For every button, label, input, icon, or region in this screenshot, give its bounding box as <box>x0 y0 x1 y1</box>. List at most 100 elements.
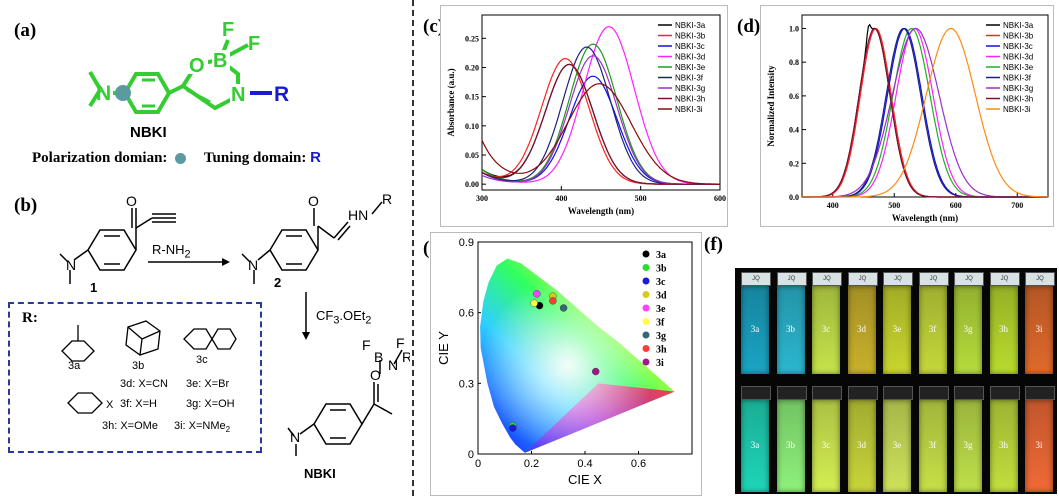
legend-swatch <box>642 264 650 271</box>
legend-label-3b: 3b <box>656 264 667 275</box>
legend-label-nbki-3b: NBKI-3b <box>1003 32 1034 41</box>
cuvette-cap <box>918 386 949 400</box>
emission-chart: 400 500 600 700 0.0 0.2 0.4 0.6 0.8 1.0 Wavelength… <box>766 14 1049 223</box>
legend-label-nbki-3b: NBKI-3b <box>675 32 706 41</box>
cuvette-3h: 3h <box>989 400 1018 492</box>
x-tick-label: 0.6 <box>631 458 646 470</box>
nbki-product-label: NBKI <box>304 466 336 481</box>
y-tick-label: 0.4 <box>789 126 799 135</box>
svg-text:B: B <box>374 349 383 365</box>
cuvette-3d: 3d <box>847 286 876 374</box>
cuvette-cap: JQ <box>776 272 807 286</box>
x-tick-label: 0.2 <box>524 458 539 470</box>
legend-label-3a: 3a <box>656 250 666 261</box>
reagent-bf3: CF3.OEt2 <box>316 308 372 327</box>
cie-point-3f <box>530 299 538 307</box>
cuvette-cap: JQ <box>989 272 1020 286</box>
legend-swatch <box>642 291 650 298</box>
svg-text:O: O <box>308 193 319 209</box>
legend-label-3d: 3d <box>656 291 667 302</box>
svg-text:X: X <box>106 399 114 411</box>
nbki-label: NBKI <box>130 124 167 141</box>
cie-point-3c <box>509 424 517 432</box>
cuvette-3c: 3c <box>812 400 840 492</box>
plot-area <box>801 14 1049 198</box>
legend-label-nbki-3d: NBKI-3d <box>675 53 705 62</box>
svg-text:F: F <box>362 337 371 353</box>
svg-text:HN: HN <box>348 207 368 223</box>
cuvette-3f: 3f <box>918 400 947 492</box>
cie-point-3h <box>549 297 557 305</box>
cuvette-3g: 3g <box>954 400 982 492</box>
svg-text:R: R <box>382 192 392 207</box>
cuvette-cap <box>812 386 842 400</box>
svg-text:3c: 3c <box>196 354 208 366</box>
panel-label-c: (c) <box>423 16 445 37</box>
y-tick-label: 0.6 <box>789 92 799 101</box>
x-tick-label: 0 <box>475 458 481 470</box>
y-tick-label: 0.0 <box>789 193 799 202</box>
cuvette-row-daylight: JQ 3a JQ 3b JQ 3c JQ 3d JQ 3e JQ 3f JQ 3g JQ 3h JQ 3i <box>735 272 1057 382</box>
cie-white-center <box>480 258 675 453</box>
absorbance-chart: 300 400 500 600 0.00 0.05 0.10 0.15 0.20 0.25 Wave… <box>446 14 726 216</box>
cie-point-3g <box>559 304 568 312</box>
x-tick-label: 600 <box>950 201 962 210</box>
legend-label-nbki-3d: NBKI-3d <box>1003 53 1033 62</box>
x-axis-label: CIE X <box>568 472 602 487</box>
cuvette-cap: JQ <box>812 272 842 286</box>
y-tick-label: 0 <box>468 449 474 461</box>
legend-label-nbki-3a: NBKI-3a <box>675 21 706 30</box>
cuvette-3f: 3f <box>918 286 947 374</box>
svg-text:3b: 3b <box>132 360 144 372</box>
cuvette-label: 3a <box>750 440 760 450</box>
cuvette-3i: 3i <box>1025 400 1053 492</box>
y-axis-label: Absorbance (a.u.) <box>446 68 456 136</box>
cie-point-3i <box>591 367 600 376</box>
svg-text:F: F <box>248 33 260 55</box>
reagent-amine: R-NH2 <box>152 242 191 261</box>
cuvette-3d: 3d <box>847 400 876 492</box>
series-line-nbki-3i <box>481 83 720 185</box>
legend-label-nbki-3g: NBKI-3g <box>675 84 705 93</box>
cuvette-row-uv: 3a 3b 3c 3d 3e 3f 3g 3h 3i <box>735 386 1057 492</box>
legend-label-nbki-3a: NBKI-3a <box>1003 21 1034 30</box>
synthesis-scheme: N O N O HN R N O B F F N R <box>59 192 410 456</box>
legend-label-nbki-3c: NBKI-3c <box>1003 42 1033 51</box>
legend-label-nbki-3h: NBKI-3h <box>1003 95 1033 104</box>
polarization-dot <box>115 85 131 101</box>
svg-text:R: R <box>274 83 289 106</box>
cuvette-label: 3i <box>1035 440 1043 450</box>
x-tick-label: 0.4 <box>577 458 592 470</box>
cie-point-3e <box>533 290 541 298</box>
svg-text:O: O <box>370 367 381 383</box>
cuvette-label: 3g <box>963 440 973 450</box>
cuvette-3i: 3i <box>1025 286 1053 374</box>
cuvette-label: 3b <box>786 324 795 334</box>
y-tick-label: 1.0 <box>789 24 799 33</box>
legend-label-nbki-3e: NBKI-3e <box>675 63 706 72</box>
panel-label-b: (b) <box>14 195 38 216</box>
panel-label-a: (a) <box>14 20 37 41</box>
cuvette-3h: 3h <box>989 286 1018 374</box>
cuvette-cap: JQ <box>847 272 878 286</box>
y-tick-label: 0.15 <box>465 93 479 102</box>
legend-swatch <box>642 304 650 312</box>
x-tick-label: 400 <box>555 194 567 203</box>
legend-label-3f: 3f <box>656 318 665 329</box>
y-tick-label: 0.3 <box>459 378 474 390</box>
y-tick-label: 0.2 <box>789 159 799 168</box>
x-tick-label: 500 <box>888 201 900 210</box>
svg-text:F: F <box>396 335 405 351</box>
substituent-box <box>8 302 262 453</box>
series-line-nbki-3h <box>802 27 1048 198</box>
svg-text:B: B <box>213 50 227 72</box>
y-tick-label: 0.8 <box>789 58 799 67</box>
y-tick-label: 0.25 <box>465 34 479 43</box>
cuvette-cap <box>1025 386 1055 400</box>
x-axis-label: Wavelength (nm) <box>892 213 958 223</box>
cuvette-cap: JQ <box>918 272 949 286</box>
cuvette-cap <box>883 386 913 400</box>
nbki-structure-a: N O B F F N R <box>88 19 289 114</box>
y-tick-label: 0.6 <box>459 308 474 320</box>
polarization-text: Polarization domian: Tuning domain: R <box>32 149 321 166</box>
